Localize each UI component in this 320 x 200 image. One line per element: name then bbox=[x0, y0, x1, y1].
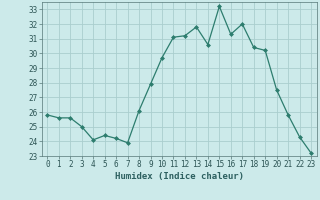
X-axis label: Humidex (Indice chaleur): Humidex (Indice chaleur) bbox=[115, 172, 244, 181]
